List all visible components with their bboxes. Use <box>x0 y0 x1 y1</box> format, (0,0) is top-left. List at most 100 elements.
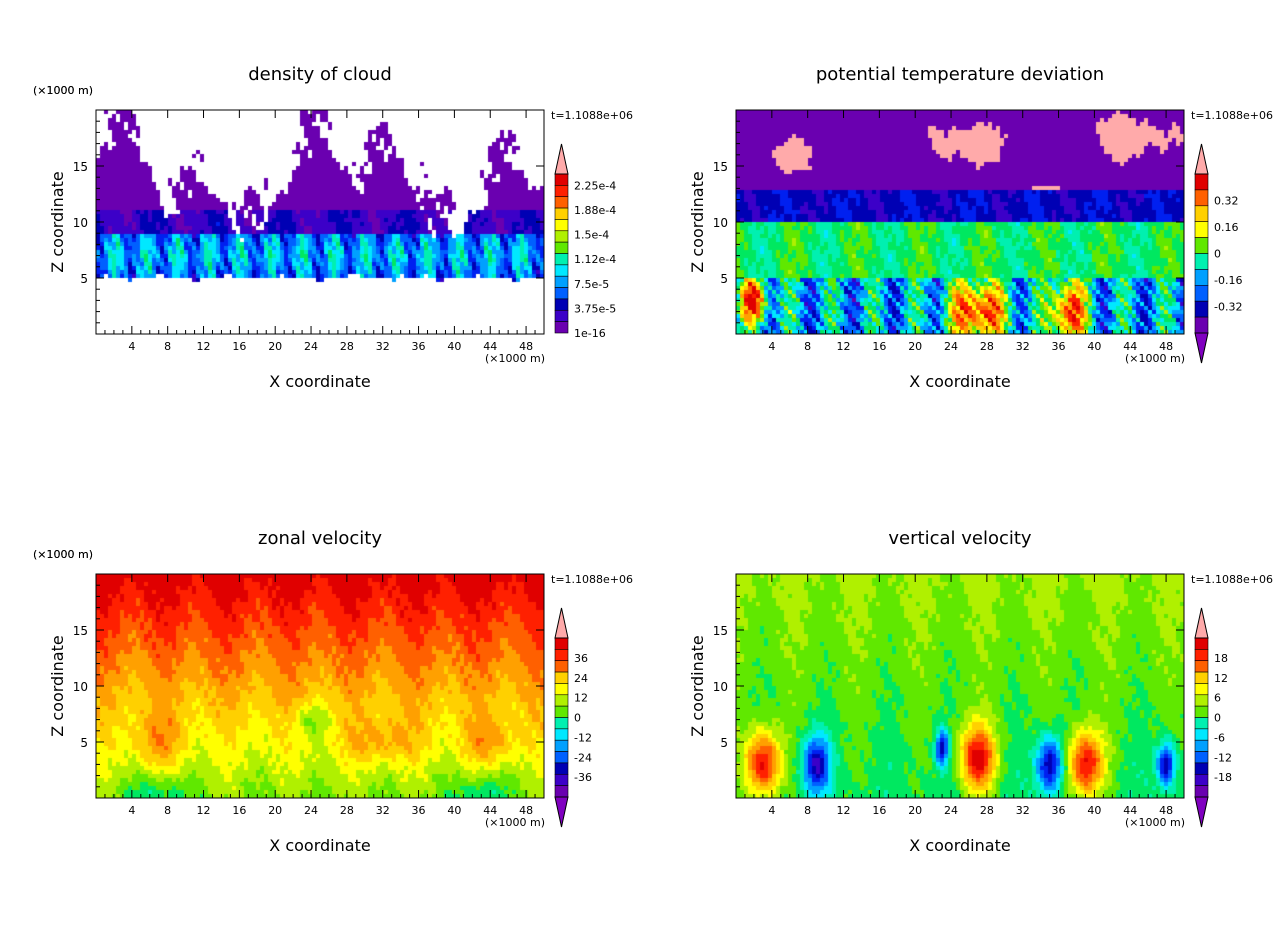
y-tick-label: 15 <box>73 160 88 174</box>
x-tick-label: 40 <box>447 804 461 817</box>
x-tick-label: 36 <box>1052 340 1066 353</box>
x-tick-label: 28 <box>340 340 354 353</box>
colorbar-box <box>554 207 569 220</box>
x-tick-label: 44 <box>483 804 497 817</box>
colorbar: 2.25e-4 1.88e-4 1.5e-4 1.12e-4 7.5e-5 3.75e-5… <box>554 143 616 340</box>
colorbar-label: -24 <box>574 751 592 764</box>
time-label: t=1.1088e+06 <box>551 573 633 586</box>
contour-field <box>736 574 1184 798</box>
y-tick-label: 10 <box>713 216 728 230</box>
colorbar-box <box>1194 705 1209 718</box>
colorbar-box <box>1194 671 1209 684</box>
x-tick-label: 4 <box>128 340 135 353</box>
x-tick-label: 36 <box>1052 804 1066 817</box>
x-tick-label: 16 <box>232 804 246 817</box>
colorbar-box <box>1194 284 1209 302</box>
x-tick-label: 36 <box>412 804 426 817</box>
x-tick-label: 8 <box>164 804 171 817</box>
x-tick-label: 32 <box>1016 804 1030 817</box>
x-tick-label: 20 <box>908 804 922 817</box>
colorbar-box <box>554 705 569 718</box>
colorbar-box <box>1194 221 1209 238</box>
colorbar-box <box>554 649 569 662</box>
colorbar-label: 1.12e-4 <box>574 253 616 266</box>
colorbar-box <box>1194 637 1209 650</box>
colorbar-label: -6 <box>1214 731 1225 744</box>
colorbar-box <box>1194 739 1209 752</box>
colorbar-label: 12 <box>574 692 588 705</box>
x-tick-label: 28 <box>340 804 354 817</box>
x-tick-label: 4 <box>128 804 135 817</box>
x-axis-label: X coordinate <box>269 372 370 391</box>
colorbar-box <box>1194 649 1209 662</box>
colorbar-box <box>1194 683 1209 696</box>
colorbar-box <box>554 694 569 707</box>
colorbar-box <box>554 717 569 730</box>
x-tick-label: 4 <box>768 340 775 353</box>
colorbar-box <box>554 241 569 254</box>
y-unit-label: (×1000 m) <box>33 548 93 561</box>
y-tick-label: 5 <box>720 736 728 750</box>
colorbar-box <box>1194 189 1209 207</box>
colorbar-box <box>554 683 569 696</box>
colorbar-box <box>1194 316 1209 334</box>
y-tick-label: 5 <box>80 272 88 286</box>
x-tick-label: 20 <box>908 340 922 353</box>
colorbar-box <box>1194 785 1209 798</box>
time-label: t=1.1088e+06 <box>1191 109 1273 122</box>
colorbar-box <box>554 219 569 232</box>
x-tick-label: 24 <box>304 804 318 817</box>
y-tick-label: 5 <box>720 272 728 286</box>
plot-frame <box>735 109 1185 335</box>
x-tick-label: 32 <box>376 340 390 353</box>
x-tick-label: 24 <box>944 804 958 817</box>
x-unit-label: (×1000 m) <box>485 352 545 365</box>
x-tick-label: 48 <box>1159 340 1173 353</box>
colorbar-label: 36 <box>574 652 588 665</box>
x-tick-label: 24 <box>944 340 958 353</box>
colorbar-box <box>554 728 569 741</box>
y-axis-label: Z coordinate <box>688 635 707 736</box>
x-tick-label: 20 <box>268 340 282 353</box>
y-axis-label: Z coordinate <box>48 171 67 272</box>
x-tick-label: 28 <box>980 804 994 817</box>
colorbar-label: 0 <box>1214 712 1221 725</box>
x-tick-label: 20 <box>268 804 282 817</box>
colorbar-under-triangle <box>1194 332 1209 364</box>
x-tick-label: 40 <box>447 340 461 353</box>
colorbar-over-triangle <box>1194 607 1209 639</box>
colorbar-box <box>554 751 569 764</box>
y-unit-label: (×1000 m) <box>33 84 93 97</box>
x-tick-label: 48 <box>519 804 533 817</box>
colorbar-over-triangle <box>554 607 569 639</box>
colorbar-box <box>554 785 569 798</box>
y-tick-label: 15 <box>713 160 728 174</box>
colorbar-box <box>554 321 569 334</box>
y-tick-label: 10 <box>713 680 728 694</box>
y-tick-label: 10 <box>73 680 88 694</box>
colorbar-label: 1.5e-4 <box>574 229 609 242</box>
colorbar-box <box>554 253 569 266</box>
colorbar-label: 18 <box>1214 652 1228 665</box>
colorbar-label: 6 <box>1214 692 1221 705</box>
x-unit-label: (×1000 m) <box>1125 816 1185 829</box>
x-unit-label: (×1000 m) <box>1125 352 1185 365</box>
chart-title: potential temperature deviation <box>816 64 1104 85</box>
x-tick-label: 12 <box>837 340 851 353</box>
colorbar-label: 2.25e-4 <box>574 179 616 192</box>
x-tick-label: 8 <box>164 340 171 353</box>
plot-frame <box>735 573 1185 799</box>
colorbar-box <box>1194 751 1209 764</box>
colorbar-label: 0.32 <box>1214 195 1239 208</box>
colorbar-label: 24 <box>574 672 588 685</box>
colorbar-box <box>1194 728 1209 741</box>
colorbar-box <box>1194 205 1209 223</box>
chart-title: vertical velocity <box>888 528 1032 549</box>
colorbar-box <box>1194 660 1209 673</box>
colorbar-label: -12 <box>1214 751 1232 764</box>
colorbar-label: 3.75e-5 <box>574 302 616 315</box>
y-tick-label: 10 <box>73 216 88 230</box>
colorbar-box <box>554 739 569 752</box>
x-tick-label: 48 <box>1159 804 1173 817</box>
